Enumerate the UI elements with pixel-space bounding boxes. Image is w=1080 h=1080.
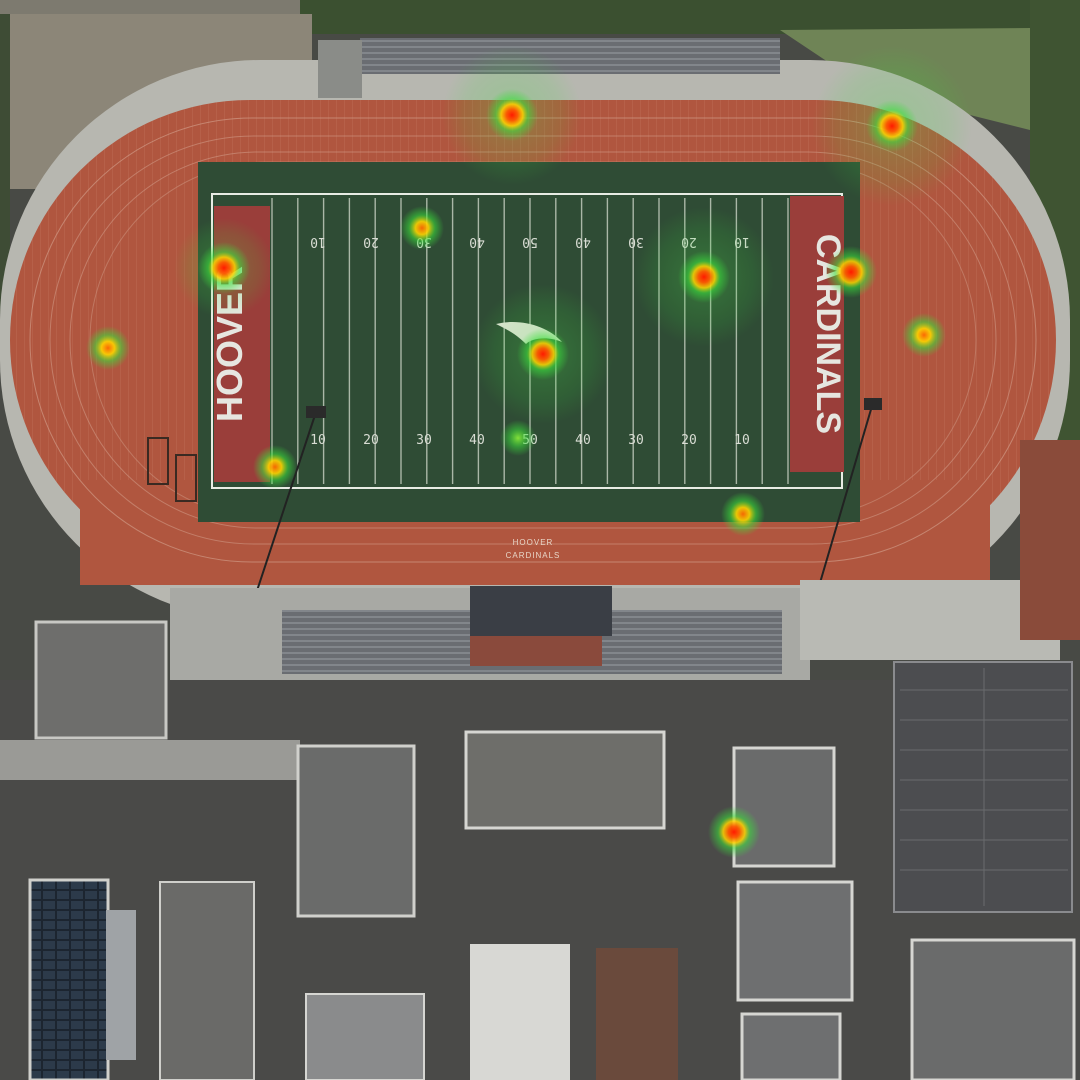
- building-south-east: [910, 938, 1076, 1080]
- endzone-right: [790, 196, 844, 472]
- yard-number: 30: [416, 433, 432, 448]
- yard-number: 10: [310, 433, 326, 448]
- gym-roof: [893, 661, 1073, 913]
- track-text-2: CARDINALS: [506, 551, 561, 560]
- solar-roof: [28, 878, 110, 1080]
- yard-number: 40: [575, 433, 591, 448]
- yard-number: 30: [628, 433, 644, 448]
- heat-hotspot: [902, 313, 946, 357]
- track-text-1: HOOVER: [513, 538, 554, 547]
- press-box: [470, 586, 612, 636]
- roof-right: [1020, 440, 1080, 640]
- building-west: [34, 620, 168, 740]
- yard-number: 20: [363, 234, 379, 249]
- yard-lines: [271, 198, 789, 484]
- top-bleachers: [360, 38, 780, 74]
- tree-line: [300, 0, 1080, 34]
- yard-number: 50: [522, 234, 538, 249]
- heat-hotspot: [721, 492, 765, 536]
- building-south-west: [159, 881, 255, 1080]
- yard-number: 40: [469, 234, 485, 249]
- heat-hotspot: [253, 445, 297, 489]
- heat-hotspot: [517, 328, 569, 380]
- heatmap-layer: [86, 45, 972, 858]
- yard-number: 40: [469, 433, 485, 448]
- yard-number: 40: [575, 234, 591, 249]
- heat-hotspot: [198, 242, 250, 294]
- heat-hotspot: [400, 206, 444, 250]
- heat-hotspot: [678, 251, 730, 303]
- heat-hotspot: [825, 246, 877, 298]
- courtyard-umbrellas: [470, 944, 570, 1080]
- building-central-2: [464, 730, 666, 830]
- heat-hotspot: [486, 89, 538, 141]
- yard-number: 20: [681, 433, 697, 448]
- yard-number: 20: [363, 433, 379, 448]
- yard-number: 30: [628, 234, 644, 249]
- heat-hotspot: [86, 326, 130, 370]
- yard-number: 10: [734, 433, 750, 448]
- building-central-1: [296, 744, 416, 918]
- yard-number: 10: [310, 234, 326, 249]
- heat-hotspot: [866, 100, 918, 152]
- heat-hotspot: [708, 806, 760, 858]
- heat-hotspot: [500, 420, 536, 456]
- building-east-2: [736, 880, 854, 1002]
